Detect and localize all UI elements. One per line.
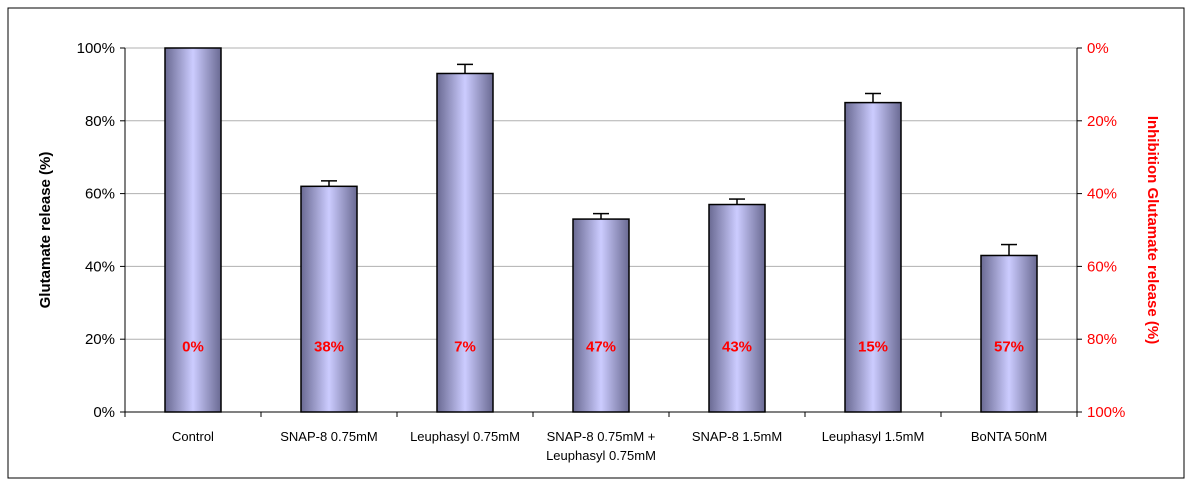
bar xyxy=(980,254,1038,413)
data-label: 43% xyxy=(722,338,752,355)
x-category-label: SNAP-8 1.5mM xyxy=(692,429,782,444)
x-category-label: Leuphasyl 1.5mM xyxy=(822,429,925,444)
y2-tick-label: 20% xyxy=(1087,113,1117,130)
y-tick-label: 60% xyxy=(85,186,115,203)
bar xyxy=(164,47,222,413)
data-label: 38% xyxy=(314,338,344,355)
bar xyxy=(436,72,494,413)
x-category-label: Leuphasyl 0.75mM xyxy=(410,429,520,444)
bar xyxy=(300,185,358,413)
y2-tick-label: 40% xyxy=(1087,186,1117,203)
y-tick-label: 100% xyxy=(77,40,115,57)
y-tick-label: 0% xyxy=(93,404,115,421)
y2-tick-label: 0% xyxy=(1087,40,1109,57)
data-label: 57% xyxy=(994,338,1024,355)
bar xyxy=(708,203,766,413)
x-category-label: Leuphasyl 0.75mM xyxy=(546,448,656,463)
bar xyxy=(844,101,902,413)
y-axis-title: Glutamate release (%) xyxy=(37,152,54,309)
y-tick-label: 20% xyxy=(85,331,115,348)
data-label: 7% xyxy=(454,338,476,355)
data-label: 0% xyxy=(182,338,204,355)
data-label: 15% xyxy=(858,338,888,355)
bar xyxy=(572,218,630,413)
labels: 0% 100% 20% 80% 40% 60% 60% 40% 80% 20% 100% 0% 0% Co… xyxy=(77,40,1126,463)
x-category-label: Control xyxy=(172,429,214,444)
data-label: 47% xyxy=(586,338,616,355)
x-category-label: BoNTA 50nM xyxy=(971,429,1047,444)
bars xyxy=(164,47,1038,413)
axes xyxy=(120,47,1082,417)
y-tick-label: 40% xyxy=(85,258,115,275)
y2-tick-label: 100% xyxy=(1087,404,1125,421)
secondary-y-axis-title: Inhibition Glutamate release (%) xyxy=(1144,116,1161,344)
x-category-label: SNAP-8 0.75mM xyxy=(280,429,378,444)
x-category-label: SNAP-8 0.75mM + xyxy=(547,429,656,444)
y2-tick-label: 60% xyxy=(1087,258,1117,275)
y2-tick-label: 80% xyxy=(1087,331,1117,348)
y-tick-label: 80% xyxy=(85,113,115,130)
